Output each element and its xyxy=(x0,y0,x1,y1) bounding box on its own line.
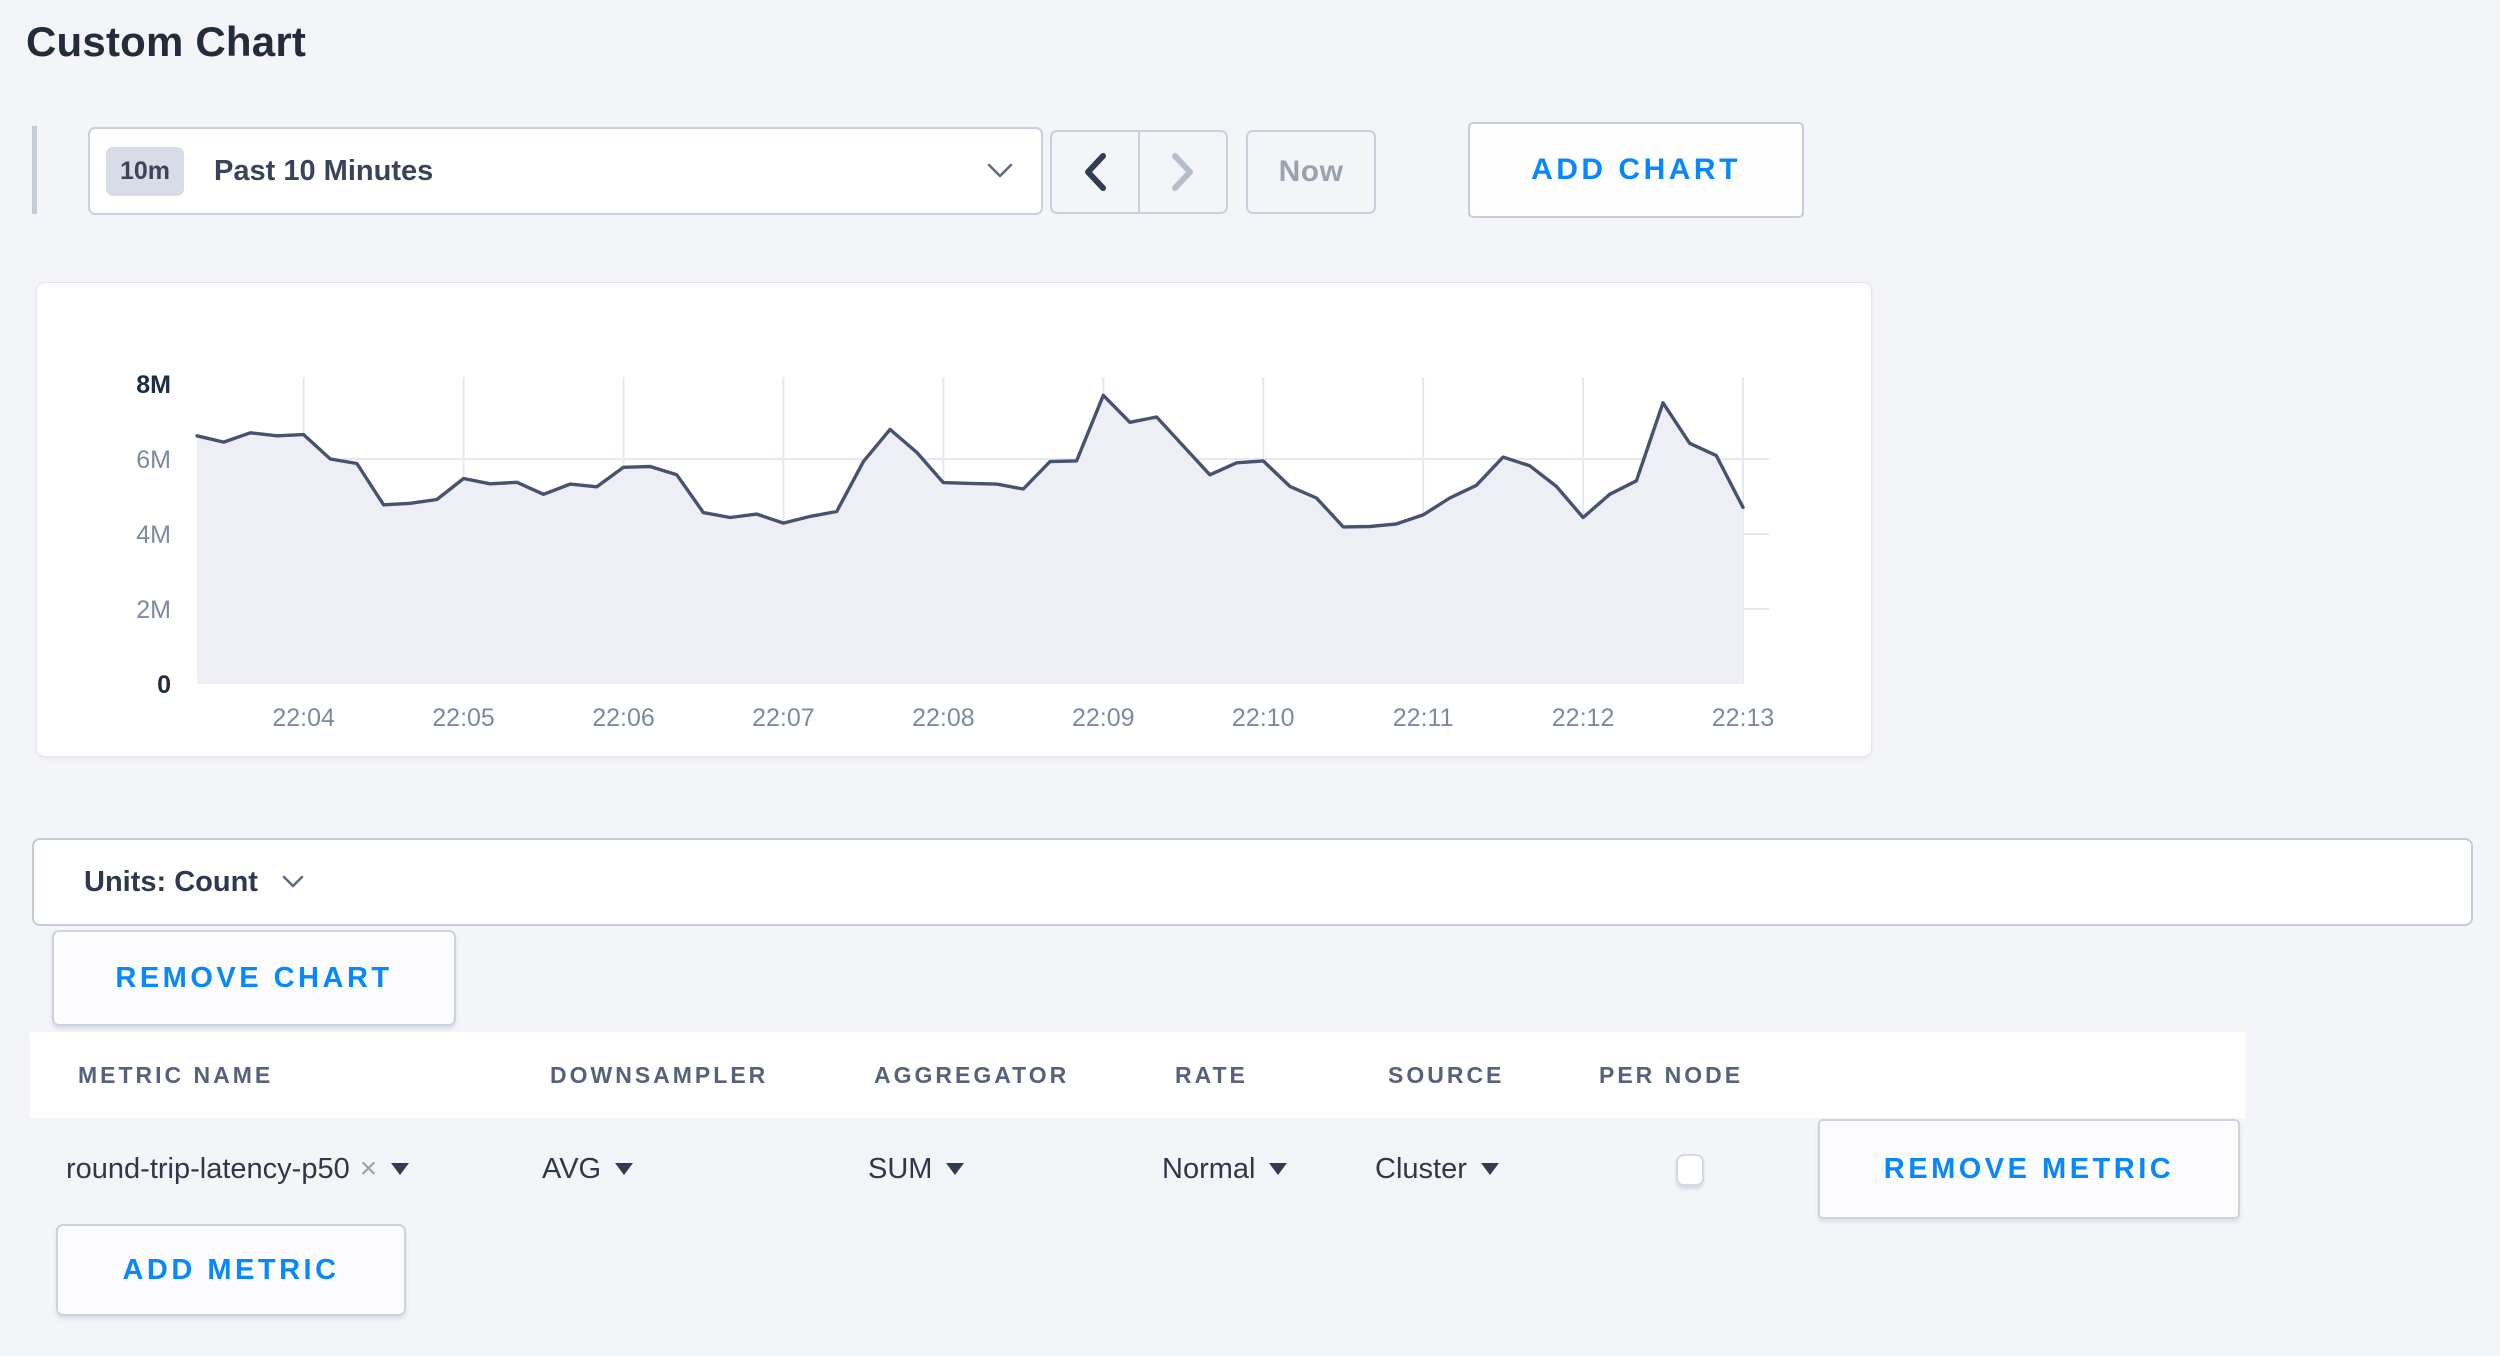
svg-text:2M: 2M xyxy=(136,596,171,624)
caret-down-icon xyxy=(391,1163,410,1175)
svg-text:8M: 8M xyxy=(136,371,171,399)
caret-down-icon xyxy=(946,1163,965,1175)
col-metric-name: METRIC NAME xyxy=(78,1062,274,1088)
svg-text:22:13: 22:13 xyxy=(1712,704,1775,732)
svg-text:22:12: 22:12 xyxy=(1552,704,1615,732)
svg-text:0: 0 xyxy=(157,671,171,699)
x-axis-labels: 22:04 22:05 22:06 22:07 22:08 22:09 22:10 22:11… xyxy=(272,704,1774,732)
prev-time-button[interactable] xyxy=(1052,132,1140,212)
col-per-node: PER NODE xyxy=(1599,1062,1744,1088)
svg-text:22:05: 22:05 xyxy=(432,704,495,732)
per-node-checkbox[interactable] xyxy=(1676,1154,1704,1186)
svg-text:6M: 6M xyxy=(136,446,171,474)
metric-name-value: round-trip-latency-p50 xyxy=(66,1152,350,1185)
col-source: SOURCE xyxy=(1388,1062,1505,1088)
svg-text:22:09: 22:09 xyxy=(1072,704,1135,732)
col-aggregator: AGGREGATOR xyxy=(874,1062,1070,1088)
series-area xyxy=(197,395,1743,684)
units-label: Units: Count xyxy=(84,865,258,898)
caret-down-icon xyxy=(1269,1163,1288,1175)
add-chart-button[interactable]: ADD CHART xyxy=(1468,122,1804,218)
time-range-select[interactable]: 10m Past 10 Minutes xyxy=(88,127,1043,215)
svg-text:22:04: 22:04 xyxy=(272,704,335,732)
rate-dropdown[interactable]: Normal xyxy=(1162,1118,1288,1220)
caret-down-icon xyxy=(615,1163,634,1175)
time-window-accent-bar xyxy=(32,126,37,214)
series-line xyxy=(195,393,1745,529)
source-value: Cluster xyxy=(1375,1152,1467,1185)
now-button[interactable]: Now xyxy=(1246,130,1376,214)
chevron-left-icon xyxy=(1085,153,1106,191)
svg-text:4M: 4M xyxy=(136,521,171,549)
col-downsampler: DOWNSAMPLER xyxy=(550,1062,769,1088)
aggregator-dropdown[interactable]: SUM xyxy=(868,1118,965,1220)
svg-text:22:07: 22:07 xyxy=(752,704,815,732)
svg-text:22:11: 22:11 xyxy=(1393,704,1454,732)
downsampler-dropdown[interactable]: AVG xyxy=(542,1118,634,1220)
remove-chart-button[interactable]: REMOVE CHART xyxy=(52,930,456,1026)
svg-text:22:06: 22:06 xyxy=(592,704,655,732)
chevron-down-icon xyxy=(282,875,304,888)
metric-name-dropdown[interactable]: round-trip-latency-p50 × xyxy=(66,1118,410,1220)
time-step-group xyxy=(1050,130,1228,214)
metrics-table-header: METRIC NAME DOWNSAMPLER AGGREGATOR RATE … xyxy=(30,1032,2245,1118)
rate-value: Normal xyxy=(1162,1152,1256,1185)
source-dropdown[interactable]: Cluster xyxy=(1375,1118,1499,1220)
chevron-down-icon xyxy=(987,163,1013,178)
col-rate: RATE xyxy=(1175,1062,1248,1088)
y-axis-labels: 8M 6M 4M 2M 0 xyxy=(136,371,171,699)
clear-metric-icon[interactable]: × xyxy=(359,1152,378,1185)
add-metric-button[interactable]: ADD METRIC xyxy=(56,1224,406,1316)
chart-card: 8M 6M 4M 2M 0 22:04 22:05 22:06 22:07 22:08 22:09 2… xyxy=(36,282,1872,757)
aggregator-value: SUM xyxy=(868,1152,933,1185)
downsampler-value: AVG xyxy=(542,1152,602,1185)
caret-down-icon xyxy=(1480,1163,1499,1175)
time-range-badge: 10m xyxy=(106,146,185,196)
svg-text:22:10: 22:10 xyxy=(1232,704,1295,732)
metric-row: round-trip-latency-p50 × AVG SUM Normal … xyxy=(0,1118,2500,1220)
svg-text:22:08: 22:08 xyxy=(912,704,975,732)
remove-metric-button[interactable]: REMOVE METRIC xyxy=(1818,1119,2240,1219)
time-range-label: Past 10 Minutes xyxy=(214,154,434,187)
page-title: Custom Chart xyxy=(26,18,307,65)
units-select[interactable]: Units: Count xyxy=(32,838,2473,926)
next-time-button[interactable] xyxy=(1140,132,1226,212)
chevron-right-icon xyxy=(1172,153,1193,191)
